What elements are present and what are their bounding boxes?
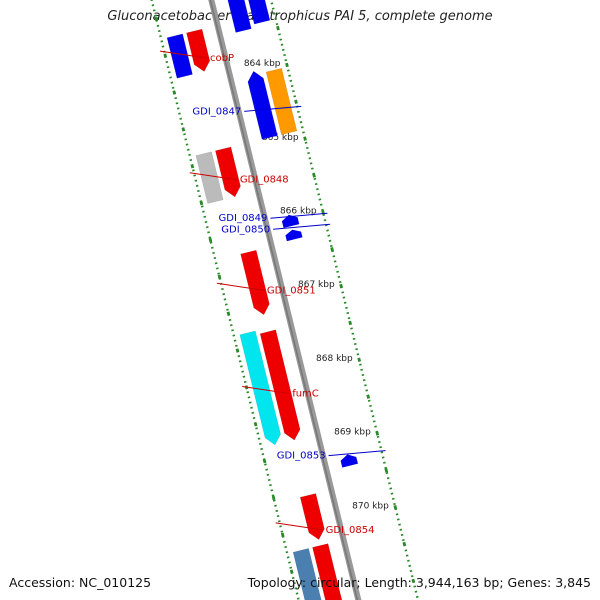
- forward-scale-tick: [330, 247, 334, 252]
- forward-scale-tick: [375, 431, 380, 436]
- label-leader-line: [244, 105, 302, 112]
- reverse-gene-gray: [195, 151, 224, 204]
- reverse-scale-tick: [208, 237, 213, 243]
- map-title: Gluconacetobacter diazotrophicus PAI 5, …: [107, 9, 493, 24]
- genome-backbone-edge: [209, 0, 359, 600]
- gene-label: GDI_0850: [221, 224, 270, 235]
- reverse-scale-tick: [190, 164, 195, 169]
- reverse-scale-tick: [154, 16, 159, 21]
- forward-scale-tick: [303, 136, 307, 141]
- label-leader-line: [216, 282, 264, 291]
- reverse-scale-tick: [199, 200, 204, 206]
- tick-label: 864 kbp: [244, 59, 281, 69]
- tick-label: 867 kbp: [298, 280, 335, 290]
- tick-label: 868 kbp: [316, 354, 353, 364]
- reverse-scale-tick: [226, 311, 231, 316]
- reverse-scale-tick: [262, 458, 267, 464]
- reverse-scale-tick: [289, 569, 294, 574]
- label-leader-line: [273, 223, 331, 230]
- genome-backbone: [208, 0, 362, 600]
- accession-text: Accession: NC_010125: [9, 575, 152, 590]
- topology-text: Topology: circular; Length: 3,944,163 bp…: [247, 575, 591, 590]
- forward-scale-tick: [285, 62, 289, 68]
- gene-label: GDI_0851: [267, 285, 316, 296]
- forward-gene-orange: [265, 67, 298, 136]
- forward-scale-tick: [294, 99, 298, 104]
- tick-label: 865 kbp: [262, 133, 299, 143]
- reverse-scale-tick: [280, 532, 285, 537]
- forward-scale-tick: [384, 468, 389, 473]
- gene-label: GDI_0849: [219, 213, 268, 224]
- gene-label: GDI_0854: [326, 525, 375, 536]
- label-leader-line: [242, 385, 290, 394]
- forward-gene-blue: [227, 0, 252, 33]
- tick-label: 866 kbp: [280, 207, 317, 217]
- reverse-scale-tick: [235, 348, 240, 353]
- reverse-scale-tick: [181, 127, 186, 132]
- forward-scale-tick: [357, 357, 362, 362]
- forward-gene-blue: [285, 229, 303, 242]
- label-leader-line: [159, 50, 208, 59]
- reverse-scale-tick: [163, 53, 168, 58]
- label-leader-line: [328, 450, 386, 457]
- label-leader-line: [189, 172, 237, 181]
- forward-scale-tick: [366, 394, 371, 399]
- tick-label: 869 kbp: [334, 428, 371, 438]
- forward-gene-blue: [340, 454, 359, 468]
- reverse-gene-red: [299, 493, 325, 540]
- gene-label: GDI_0847: [192, 106, 241, 117]
- reverse-scale-tick: [271, 495, 276, 501]
- reverse-scale-tick: [172, 90, 177, 95]
- forward-scale-tick: [402, 541, 407, 547]
- forward-gene-blue: [248, 0, 271, 25]
- forward-scale-tick: [312, 173, 316, 178]
- tick-label: 870 kbp: [352, 501, 389, 511]
- forward-scale-tick: [348, 320, 352, 326]
- reverse-gene-steelblue: [292, 548, 322, 600]
- gene-label: cobP: [210, 53, 234, 64]
- forward-scale-tick: [393, 505, 398, 510]
- gene-label: fumC: [292, 388, 319, 399]
- gene-label: GDI_0853: [277, 451, 326, 462]
- reverse-gene-red: [259, 329, 301, 441]
- reverse-gene-cyan: [239, 330, 281, 446]
- forward-gene-blue: [247, 70, 278, 140]
- reverse-gene-red: [240, 249, 270, 316]
- forward-scale-tick: [339, 283, 343, 289]
- reverse-gene-red: [312, 543, 343, 600]
- reverse-gene-red: [186, 28, 211, 72]
- label-leader-line: [270, 212, 328, 219]
- reverse-scale-tick: [217, 274, 222, 279]
- forward-scale-tick: [276, 25, 280, 31]
- reverse-gene-blue: [166, 33, 193, 79]
- forward-scale-tick: [411, 578, 416, 584]
- gene-label: GDI_0848: [240, 175, 289, 186]
- reverse-gene-red: [215, 146, 241, 198]
- reverse-scale-tick: [253, 422, 258, 427]
- label-leader-line: [275, 522, 323, 531]
